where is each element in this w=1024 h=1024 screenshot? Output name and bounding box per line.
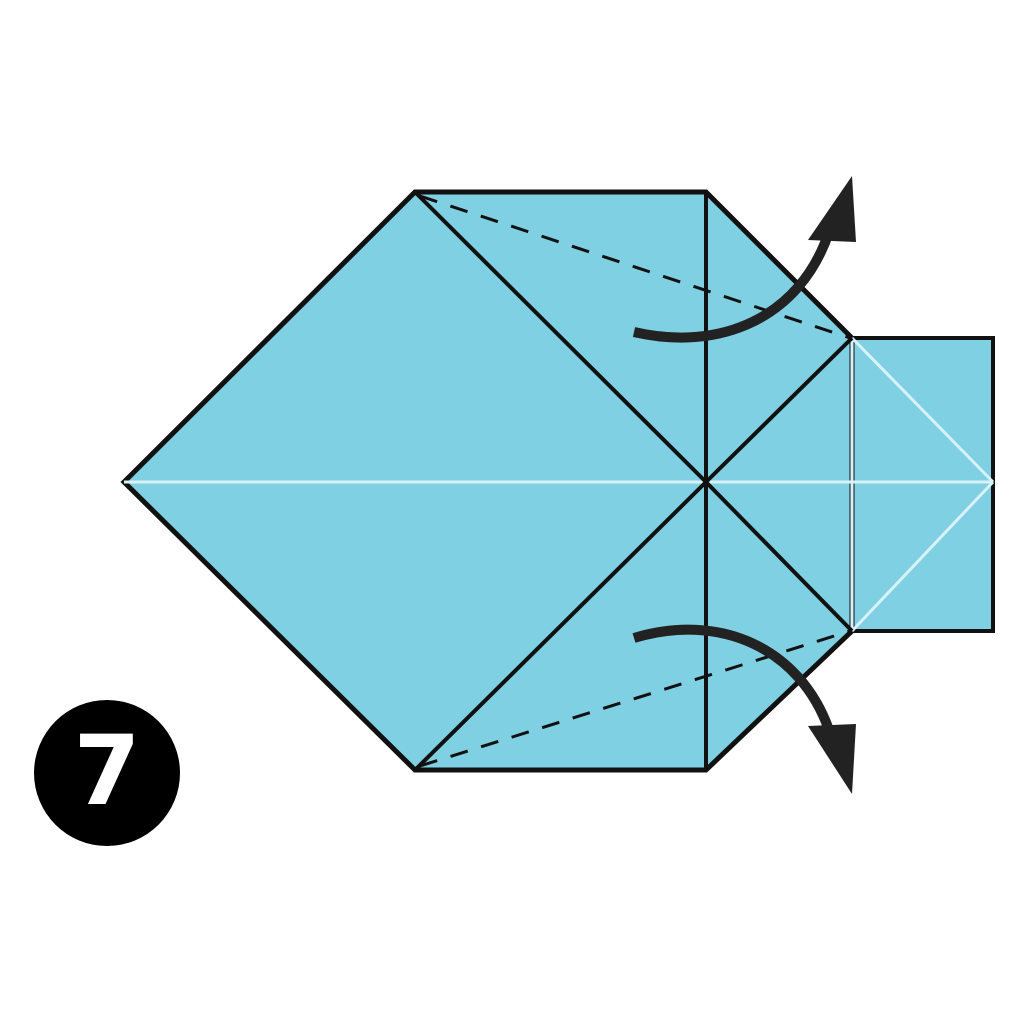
tail-crease-bottom bbox=[850, 480, 995, 633]
fold-lines bbox=[413, 190, 854, 772]
fold-line-inner-top bbox=[704, 336, 854, 484]
crease-lines bbox=[124, 336, 995, 633]
fold-line-top-diagonal bbox=[413, 190, 708, 484]
step-number: 7 bbox=[73, 715, 141, 827]
curved-arrow-down-icon bbox=[632, 624, 856, 794]
valley-fold-bottom bbox=[419, 629, 851, 768]
valley-fold-lines bbox=[419, 194, 851, 768]
fold-line-bottom-diagonal bbox=[413, 480, 708, 772]
tail-square bbox=[850, 336, 995, 633]
curved-arrow-up-icon bbox=[632, 176, 856, 343]
valley-fold-top bbox=[419, 194, 851, 340]
fold-line-inner-bottom bbox=[704, 480, 854, 633]
step-number-badge: 7 bbox=[34, 700, 180, 846]
tail-crease-top bbox=[850, 336, 995, 484]
